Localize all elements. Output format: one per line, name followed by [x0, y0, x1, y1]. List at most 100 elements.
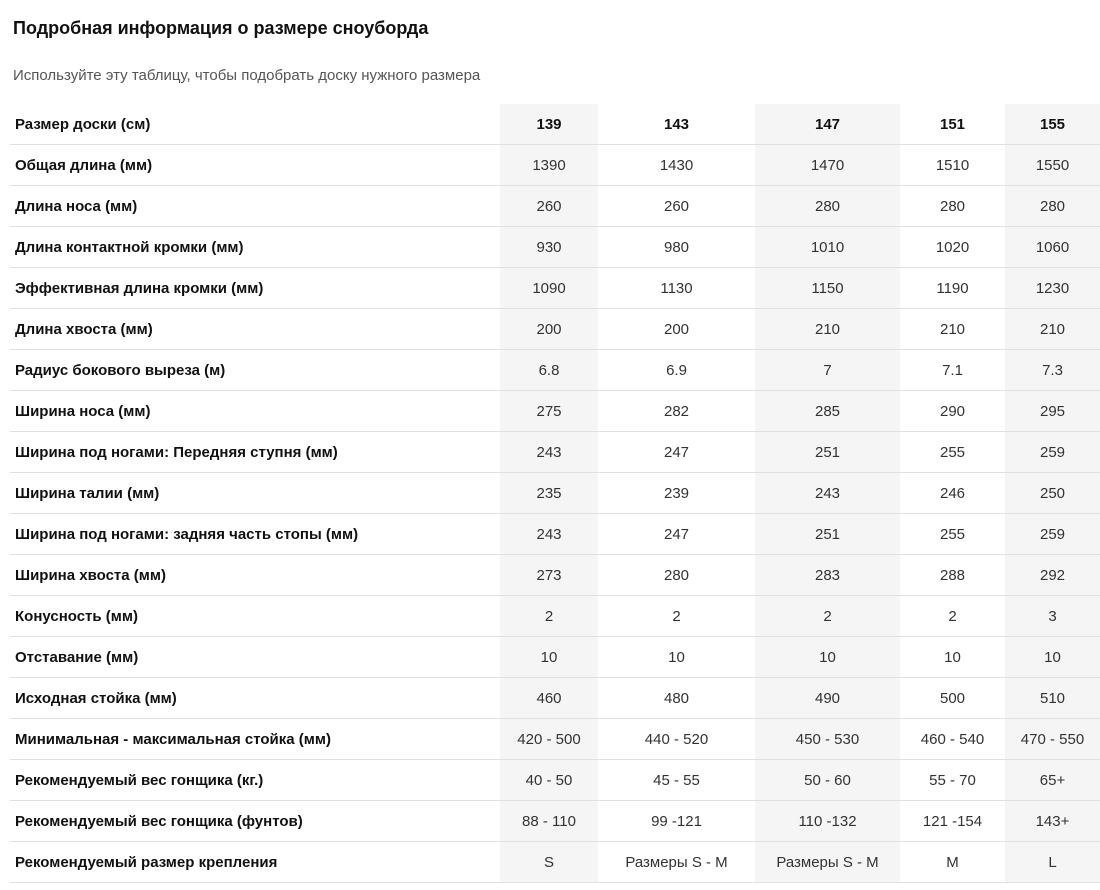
table-row: Длина хвоста (мм) 200 200 210 210 210 — [10, 308, 1100, 350]
table-body: Общая длина (мм) 1390 1430 1470 1510 1550 Длин… — [10, 144, 1100, 883]
header-label: Размер доски (см) — [10, 104, 500, 145]
row-value: 7 — [755, 349, 900, 391]
row-value: 255 — [900, 431, 1005, 473]
row-value: 1020 — [900, 226, 1005, 268]
row-value: 210 — [755, 308, 900, 350]
row-value: 200 — [500, 308, 598, 350]
row-value: 200 — [598, 308, 755, 350]
row-label: Минимальная - максимальная стойка (мм) — [10, 718, 500, 760]
row-label: Рекомендуемый вес гонщика (фунтов) — [10, 800, 500, 842]
row-value: 1010 — [755, 226, 900, 268]
table-row: Ширина носа (мм) 275 282 285 290 295 — [10, 390, 1100, 432]
row-value: 980 — [598, 226, 755, 268]
row-value: 65+ — [1005, 759, 1100, 801]
row-label: Эффективная длина кромки (мм) — [10, 267, 500, 309]
row-value: 247 — [598, 513, 755, 555]
table-row: Конусность (мм) 2 2 2 2 3 — [10, 595, 1100, 637]
row-value: 7.3 — [1005, 349, 1100, 391]
row-value: 259 — [1005, 513, 1100, 555]
row-value: 295 — [1005, 390, 1100, 432]
table-row: Длина контактной кромки (мм) 930 980 1010 10… — [10, 226, 1100, 268]
row-value: S — [500, 841, 598, 883]
row-value: 239 — [598, 472, 755, 514]
row-value: 243 — [500, 431, 598, 473]
page-title: Подробная информация о размере сноуборда — [13, 18, 429, 38]
row-label: Ширина носа (мм) — [10, 390, 500, 432]
row-value: 55 - 70 — [900, 759, 1005, 801]
row-label: Рекомендуемый вес гонщика (кг.) — [10, 759, 500, 801]
row-value: 280 — [755, 185, 900, 227]
row-value: 210 — [900, 308, 1005, 350]
row-label: Ширина под ногами: Передняя ступня (мм) — [10, 431, 500, 473]
row-value: 1130 — [598, 267, 755, 309]
row-value: 243 — [500, 513, 598, 555]
table-row: Длина носа (мм) 260 260 280 280 280 — [10, 185, 1100, 227]
row-value: 1470 — [755, 144, 900, 186]
row-label: Ширина хвоста (мм) — [10, 554, 500, 596]
row-value: 247 — [598, 431, 755, 473]
row-value: 285 — [755, 390, 900, 432]
row-value: Размеры S - M — [755, 841, 900, 883]
size-table: Размер доски (см) 139 143 147 151 155 Общая … — [10, 104, 1100, 883]
row-value: 2 — [755, 595, 900, 637]
row-value: 2 — [500, 595, 598, 637]
row-value: 2 — [900, 595, 1005, 637]
row-value: 480 — [598, 677, 755, 719]
row-value: 2 — [598, 595, 755, 637]
row-value: 450 - 530 — [755, 718, 900, 760]
row-value: 292 — [1005, 554, 1100, 596]
row-value: 1090 — [500, 267, 598, 309]
row-value: 930 — [500, 226, 598, 268]
row-value: 99 -121 — [598, 800, 755, 842]
row-value: 250 — [1005, 472, 1100, 514]
row-label: Отставание (мм) — [10, 636, 500, 678]
row-value: 1060 — [1005, 226, 1100, 268]
row-value: 10 — [1005, 636, 1100, 678]
row-value: 259 — [1005, 431, 1100, 473]
row-value: 6.8 — [500, 349, 598, 391]
row-label: Длина контактной кромки (мм) — [10, 226, 500, 268]
row-value: 121 -154 — [900, 800, 1005, 842]
row-value: 40 - 50 — [500, 759, 598, 801]
table-row: Ширина талии (мм) 235 239 243 246 250 — [10, 472, 1100, 514]
row-label: Общая длина (мм) — [10, 144, 500, 186]
row-value: 282 — [598, 390, 755, 432]
row-value: 280 — [1005, 185, 1100, 227]
row-value: 7.1 — [900, 349, 1005, 391]
row-value: M — [900, 841, 1005, 883]
table-row: Рекомендуемый размер крепления S Размеры S… — [10, 841, 1100, 883]
table-row: Ширина под ногами: задняя часть стопы (м… — [10, 513, 1100, 555]
row-label: Ширина талии (мм) — [10, 472, 500, 514]
page-subtitle: Используйте эту таблицу, чтобы подобрать… — [13, 67, 481, 84]
row-value: 1390 — [500, 144, 598, 186]
row-value: 440 - 520 — [598, 718, 755, 760]
row-value: 1510 — [900, 144, 1005, 186]
row-label: Конусность (мм) — [10, 595, 500, 637]
row-value: 235 — [500, 472, 598, 514]
row-value: 460 — [500, 677, 598, 719]
row-value: 260 — [598, 185, 755, 227]
table-row: Ширина под ногами: Передняя ступня (мм) 2… — [10, 431, 1100, 473]
row-value: 275 — [500, 390, 598, 432]
header-size-151: 151 — [900, 104, 1005, 145]
row-label: Рекомендуемый размер крепления — [10, 841, 500, 883]
row-value: 490 — [755, 677, 900, 719]
table-row: Рекомендуемый вес гонщика (кг.) 40 - 50 45… — [10, 759, 1100, 801]
row-value: 251 — [755, 513, 900, 555]
table-row: Эффективная длина кромки (мм) 1090 1130 115… — [10, 267, 1100, 309]
row-value: 3 — [1005, 595, 1100, 637]
table-header-row: Размер доски (см) 139 143 147 151 155 — [10, 104, 1100, 145]
row-value: 500 — [900, 677, 1005, 719]
row-value: 1550 — [1005, 144, 1100, 186]
row-value: 10 — [500, 636, 598, 678]
row-value: 251 — [755, 431, 900, 473]
row-value: 255 — [900, 513, 1005, 555]
row-value: 420 - 500 — [500, 718, 598, 760]
row-value: 110 -132 — [755, 800, 900, 842]
row-value: 243 — [755, 472, 900, 514]
row-value: 143+ — [1005, 800, 1100, 842]
row-label: Исходная стойка (мм) — [10, 677, 500, 719]
row-value: 10 — [598, 636, 755, 678]
row-value: 280 — [900, 185, 1005, 227]
row-label: Длина хвоста (мм) — [10, 308, 500, 350]
